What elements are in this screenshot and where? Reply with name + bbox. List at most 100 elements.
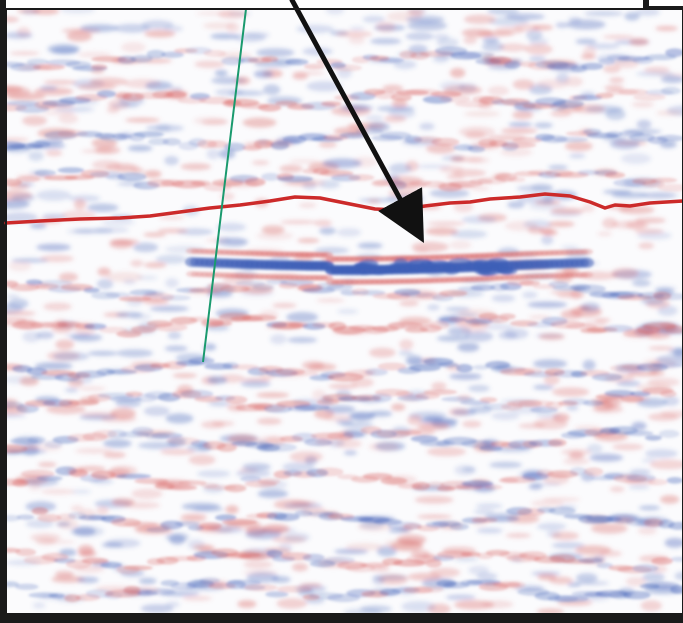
noise-wavelet bbox=[284, 503, 323, 509]
reflector-segment bbox=[277, 586, 312, 593]
noise-wavelet bbox=[166, 413, 194, 423]
seismic-section bbox=[0, 5, 683, 616]
noise-wavelet bbox=[350, 27, 365, 31]
noise-wavelet bbox=[237, 600, 256, 608]
noise-wavelet bbox=[319, 141, 337, 148]
noise-wavelet bbox=[406, 32, 434, 40]
reflector-segment bbox=[661, 87, 681, 95]
reflector-segment bbox=[16, 176, 41, 182]
noise-wavelet bbox=[80, 24, 118, 32]
bright-spot-peak-lower bbox=[581, 272, 593, 278]
noise-wavelet bbox=[181, 163, 212, 170]
noise-wavelet bbox=[71, 505, 84, 512]
reflector-segment bbox=[12, 479, 28, 487]
reflector-segment bbox=[648, 479, 667, 486]
reflector-segment bbox=[657, 135, 683, 142]
noise-wavelet bbox=[440, 166, 464, 173]
noise-wavelet bbox=[165, 278, 178, 288]
noise-wavelet bbox=[505, 13, 545, 20]
noise-wavelet bbox=[38, 462, 57, 467]
noise-wavelet bbox=[437, 335, 469, 341]
noise-wavelet bbox=[552, 532, 579, 540]
noise-wavelet bbox=[498, 331, 517, 339]
noise-wavelet bbox=[654, 286, 676, 291]
noise-wavelet bbox=[292, 563, 308, 571]
reflector-segment bbox=[484, 485, 502, 490]
noise-wavelet bbox=[449, 373, 482, 380]
noise-wavelet bbox=[610, 486, 625, 492]
noise-wavelet bbox=[194, 61, 224, 68]
reflector-segment bbox=[133, 131, 164, 137]
reflector-segment bbox=[97, 90, 116, 97]
noise-wavelet bbox=[289, 159, 318, 163]
noise-wavelet bbox=[257, 418, 282, 425]
noise-wavelet bbox=[440, 81, 466, 91]
noise-wavelet bbox=[284, 533, 310, 542]
noise-wavelet bbox=[79, 386, 106, 391]
noise-wavelet bbox=[272, 576, 291, 583]
reflector-segment bbox=[548, 439, 567, 447]
reflector-segment bbox=[651, 178, 677, 183]
noise-wavelet bbox=[139, 578, 157, 585]
noise-wavelet bbox=[449, 241, 471, 249]
noise-wavelet bbox=[257, 232, 294, 241]
noise-wavelet bbox=[196, 11, 236, 16]
reflector-segment bbox=[271, 141, 289, 150]
noise-wavelet bbox=[335, 440, 362, 449]
noise-wavelet bbox=[292, 71, 325, 75]
noise-wavelet bbox=[584, 11, 623, 17]
noise-wavelet bbox=[449, 408, 469, 416]
noise-wavelet bbox=[639, 506, 660, 511]
noise-wavelet bbox=[337, 228, 361, 237]
noise-wavelet bbox=[462, 216, 497, 224]
noise-wavelet bbox=[465, 131, 486, 139]
noise-wavelet bbox=[10, 51, 40, 55]
noise-wavelet bbox=[526, 29, 542, 40]
noise-wavelet bbox=[88, 351, 118, 356]
reflector-segment bbox=[412, 482, 430, 490]
noise-wavelet bbox=[97, 279, 113, 289]
noise-wavelet bbox=[87, 204, 119, 212]
noise-wavelet bbox=[36, 244, 70, 251]
bright-spot-core bbox=[474, 260, 488, 267]
noise-wavelet bbox=[419, 418, 458, 424]
noise-wavelet bbox=[131, 313, 151, 320]
noise-wavelet bbox=[130, 260, 143, 267]
noise-wavelet bbox=[567, 20, 606, 30]
noise-wavelet bbox=[103, 439, 131, 448]
reflector-segment bbox=[204, 50, 227, 57]
noise-wavelet bbox=[476, 503, 503, 509]
noise-wavelet bbox=[5, 32, 33, 39]
reflector-segment bbox=[380, 477, 407, 485]
noise-wavelet bbox=[92, 160, 121, 170]
noise-wavelet bbox=[454, 600, 494, 609]
reflector-segment bbox=[578, 558, 603, 563]
noise-wavelet bbox=[75, 448, 113, 454]
noise-wavelet bbox=[369, 348, 396, 358]
noise-wavelet bbox=[363, 16, 386, 23]
noise-wavelet bbox=[43, 303, 71, 311]
noise-wavelet bbox=[548, 165, 568, 170]
noise-wavelet bbox=[464, 36, 477, 44]
bright-spot-trough bbox=[580, 258, 594, 268]
noise-wavelet bbox=[189, 455, 216, 465]
noise-wavelet bbox=[537, 523, 566, 531]
reflector-segment bbox=[58, 167, 85, 173]
reflector-segment bbox=[304, 64, 325, 70]
noise-wavelet bbox=[369, 442, 400, 451]
reflector-segment bbox=[15, 548, 36, 556]
reflector-segment bbox=[163, 138, 181, 146]
noise-wavelet bbox=[637, 231, 672, 239]
noise-wavelet bbox=[533, 385, 554, 390]
noise-wavelet bbox=[324, 405, 355, 413]
reflector-segment bbox=[291, 370, 318, 376]
noise-wavelet bbox=[157, 229, 187, 234]
reflector-segment bbox=[145, 589, 175, 596]
noise-wavelet bbox=[168, 332, 181, 340]
noise-wavelet bbox=[595, 318, 611, 322]
reflector-segment bbox=[504, 61, 521, 69]
bright-spot-peak-upper bbox=[581, 249, 593, 255]
noise-wavelet bbox=[581, 303, 600, 312]
reflector-segment bbox=[507, 581, 525, 588]
